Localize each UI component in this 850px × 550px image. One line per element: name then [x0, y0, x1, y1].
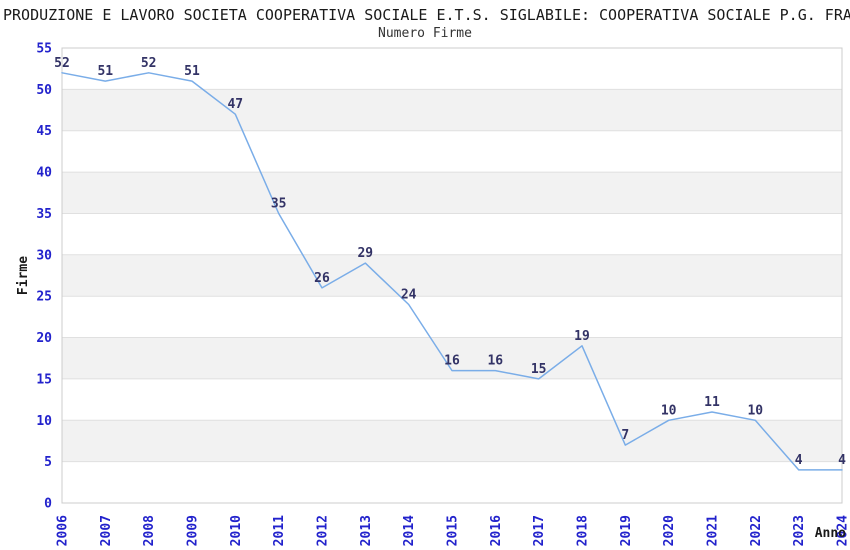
data-point-label: 7	[621, 428, 629, 443]
data-point-label: 10	[661, 403, 677, 418]
data-point-label: 47	[227, 97, 243, 112]
plot-band	[62, 89, 842, 131]
y-axis-tick-label: 5	[44, 455, 52, 470]
x-axis-tick-label: 2011	[272, 515, 287, 546]
plot-band	[62, 337, 842, 379]
x-axis-tick-label: 2008	[142, 515, 157, 546]
y-axis-tick-label: 25	[36, 290, 52, 305]
data-point-label: 52	[54, 56, 70, 71]
plot-border	[61, 47, 843, 504]
x-axis-tick-label: 2020	[662, 515, 677, 546]
y-axis-tick-label: 45	[36, 124, 52, 139]
chart-subtitle: Numero Firme	[378, 26, 472, 41]
y-axis-tick-label: 55	[36, 42, 52, 57]
y-axis-tick-label: 20	[36, 331, 52, 346]
x-axis-tick-label: 2022	[749, 515, 764, 546]
data-point-label: 24	[401, 288, 417, 303]
chart-title: PRODUZIONE E LAVORO SOCIETA COOPERATIVA …	[3, 6, 850, 24]
data-point-label: 52	[141, 56, 157, 71]
x-axis-tick-label: 2006	[56, 515, 71, 546]
y-axis-tick-label: 15	[36, 372, 52, 387]
data-point-label: 26	[314, 271, 330, 286]
data-point-label: 4	[795, 453, 803, 468]
x-axis-tick-label: 2021	[706, 515, 721, 546]
data-point-label: 35	[271, 197, 287, 212]
y-axis-tick-label: 10	[36, 414, 52, 429]
data-point-label: 29	[357, 246, 373, 261]
data-point-label: 4	[838, 453, 846, 468]
y-axis-tick-label: 30	[36, 248, 52, 263]
x-axis-tick-label: 2019	[619, 515, 634, 546]
x-axis-title: Anno	[815, 526, 846, 541]
y-axis-title: Firme	[16, 256, 31, 295]
data-point-label: 16	[444, 354, 460, 369]
x-axis-tick-label: 2016	[489, 515, 504, 546]
x-axis-tick-label: 2013	[359, 515, 374, 546]
data-point-label: 11	[704, 395, 720, 410]
data-point-label: 10	[747, 403, 763, 418]
plot-band	[62, 172, 842, 214]
x-axis-tick-label: 2007	[99, 515, 114, 546]
x-axis-tick-label: 2012	[316, 515, 331, 546]
data-point-label: 19	[574, 329, 590, 344]
data-point-label: 16	[487, 354, 503, 369]
x-axis-tick-label: 2024	[836, 515, 850, 546]
y-axis-tick-label: 35	[36, 207, 52, 222]
x-axis-tick-label: 2015	[446, 515, 461, 546]
data-point-label: 51	[184, 64, 200, 79]
series-line	[61, 72, 843, 471]
data-point-label: 51	[97, 64, 113, 79]
x-axis-tick-label: 2010	[229, 515, 244, 546]
plot-band	[62, 420, 842, 462]
x-axis-tick-label: 2009	[186, 515, 201, 546]
y-axis-tick-label: 0	[44, 497, 52, 512]
y-axis-tick-label: 50	[36, 83, 52, 98]
x-axis-tick-label: 2017	[532, 515, 547, 546]
x-axis-tick-label: 2014	[402, 515, 417, 546]
data-point-label: 15	[531, 362, 547, 377]
plot-band	[62, 254, 842, 297]
y-axis-tick-label: 40	[36, 166, 52, 181]
x-axis-tick-label: 2023	[792, 515, 807, 546]
x-axis-tick-label: 2018	[576, 515, 591, 546]
